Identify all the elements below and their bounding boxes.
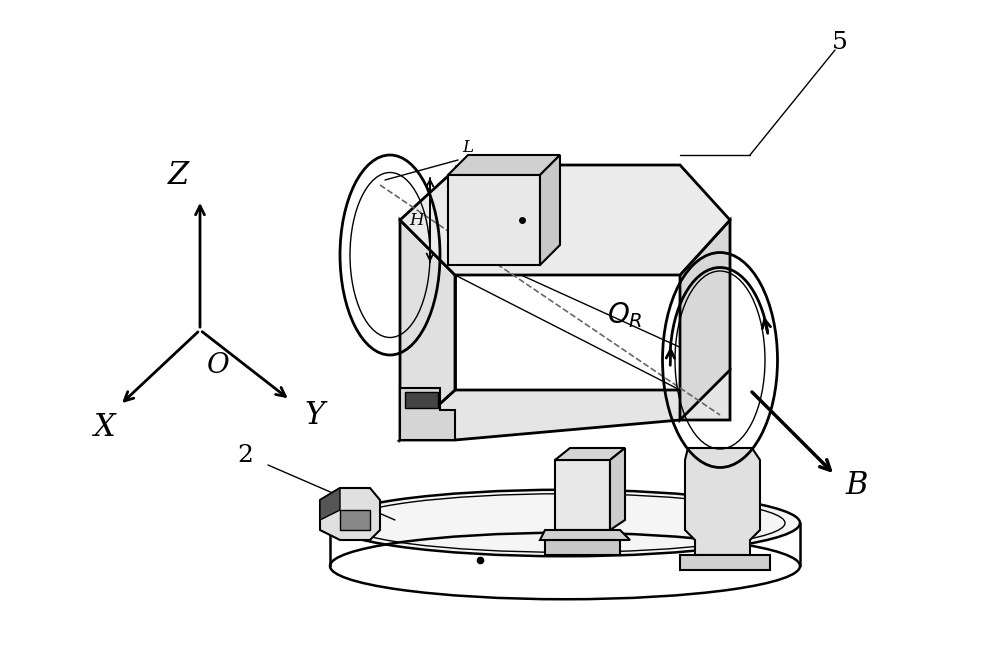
- Text: Z: Z: [167, 159, 189, 191]
- Polygon shape: [405, 392, 438, 408]
- Polygon shape: [680, 220, 730, 420]
- Polygon shape: [400, 165, 730, 275]
- Text: $O_R$: $O_R$: [607, 300, 643, 330]
- Text: X: X: [94, 413, 116, 444]
- Polygon shape: [685, 448, 760, 555]
- Polygon shape: [540, 155, 560, 265]
- Text: 2: 2: [237, 444, 253, 466]
- Text: Y: Y: [305, 399, 325, 430]
- Text: H: H: [409, 211, 423, 229]
- Text: L: L: [463, 138, 474, 155]
- Text: 5: 5: [832, 31, 848, 54]
- Polygon shape: [555, 448, 625, 460]
- Polygon shape: [540, 530, 630, 540]
- Polygon shape: [545, 540, 620, 555]
- Polygon shape: [400, 370, 730, 440]
- Polygon shape: [340, 510, 370, 530]
- Polygon shape: [400, 388, 455, 440]
- Polygon shape: [448, 155, 560, 175]
- Text: O: O: [207, 351, 229, 379]
- Polygon shape: [555, 460, 610, 530]
- Polygon shape: [680, 555, 770, 570]
- Polygon shape: [320, 488, 340, 520]
- Polygon shape: [448, 175, 540, 265]
- Polygon shape: [320, 488, 380, 540]
- Polygon shape: [610, 448, 625, 530]
- Polygon shape: [400, 220, 455, 440]
- Text: B: B: [846, 470, 868, 500]
- Ellipse shape: [330, 490, 800, 556]
